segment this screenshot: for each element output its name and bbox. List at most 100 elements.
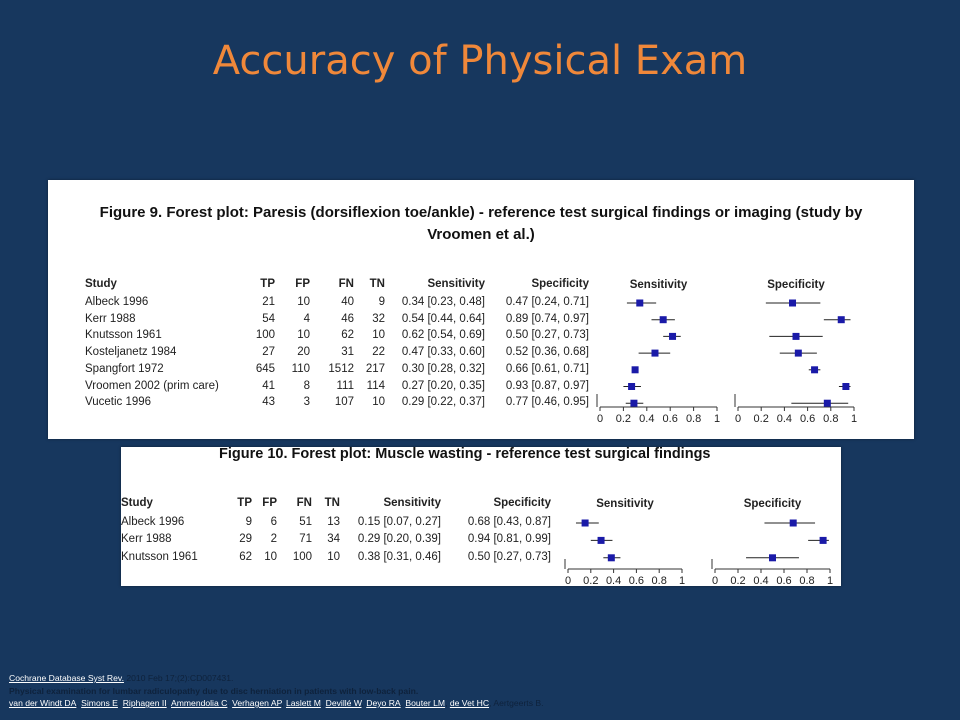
point-estimate-marker — [607, 554, 615, 562]
table-cell-tn: 10 — [372, 329, 385, 342]
point-estimate-marker — [794, 349, 802, 357]
table-cell-tp: 54 — [262, 312, 275, 325]
point-estimate-marker — [789, 519, 797, 527]
x-axis-tick-label: 0.4 — [777, 413, 792, 425]
table-cell-tn: 217 — [365, 362, 385, 375]
table-cell-fp: 3 — [303, 396, 310, 409]
author-link[interactable]: Ammendolia C — [170, 698, 228, 708]
x-axis-tick-label: 0.4 — [606, 575, 621, 586]
table-cell-sens: 0.15 [0.07, 0.27] — [357, 516, 441, 528]
table-cell-study: Knutsson 1961 — [121, 550, 198, 563]
table-cell-sens: 0.27 [0.20, 0.35] — [401, 379, 485, 392]
table-cell-fn: 107 — [334, 396, 354, 409]
table-cell-tp: 100 — [255, 329, 275, 342]
citation-details: 2010 Feb 17;(2):CD007431. — [126, 673, 234, 683]
table-cell-tp: 43 — [262, 396, 275, 409]
table-cell-sens: 0.29 [0.20, 0.39] — [357, 533, 441, 546]
x-axis-tick-label: 0.4 — [639, 413, 654, 425]
author-link[interactable]: de Vet HC — [449, 698, 490, 708]
table-cell-fp: 20 — [297, 346, 310, 359]
x-axis-tick-label: 0.6 — [629, 575, 644, 586]
table-cell-fp: 6 — [270, 516, 277, 528]
table-cell-spec: 0.50 [0.27, 0.73] — [467, 550, 551, 563]
table-cell-fp: 10 — [297, 296, 310, 308]
x-axis-tick-label: 1 — [827, 575, 833, 586]
table-header-fn: FN — [296, 497, 312, 509]
table-cell-spec: 0.66 [0.61, 0.71] — [505, 362, 589, 375]
table-header-spec: Specificity — [531, 278, 589, 290]
author-link[interactable]: Bouter LM — [405, 698, 446, 708]
point-estimate-marker — [631, 366, 639, 374]
x-axis-tick-label: 0.2 — [754, 413, 769, 425]
table-header-tn: TN — [324, 497, 340, 509]
table-cell-sens: 0.47 [0.33, 0.60] — [401, 346, 485, 359]
point-estimate-marker — [842, 383, 850, 390]
table-cell-study: Knutsson 1961 — [85, 329, 162, 342]
x-axis-tick-label: 0 — [597, 413, 603, 425]
journal-link[interactable]: Cochrane Database Syst Rev. — [9, 673, 124, 683]
table-cell-spec: 0.89 [0.74, 0.97] — [505, 312, 589, 325]
table-cell-fp: 8 — [303, 379, 310, 392]
table-cell-spec: 0.52 [0.36, 0.68] — [505, 346, 589, 359]
table-cell-study: Kosteljanetz 1984 — [85, 346, 177, 359]
table-cell-tp: 29 — [239, 533, 252, 546]
table-cell-sens: 0.34 [0.23, 0.48] — [401, 296, 485, 308]
x-axis-tick-label: 0.2 — [583, 575, 598, 586]
point-estimate-marker — [581, 519, 589, 527]
table-cell-tn: 114 — [366, 379, 385, 392]
table-header-tp: TP — [237, 497, 252, 509]
point-estimate-marker — [669, 332, 677, 340]
table-cell-fp: 4 — [303, 312, 310, 325]
point-estimate-marker — [628, 383, 636, 390]
x-axis-tick-label: 0.6 — [663, 413, 678, 425]
figure-9-caption-line-1: Figure 9. Forest plot: Paresis (dorsifle… — [99, 204, 863, 221]
figure-9-forest-plot: Figure 9. Forest plot: Paresis (dorsifle… — [48, 180, 914, 439]
author-link[interactable]: Deyo RA — [366, 698, 401, 708]
point-estimate-marker — [792, 332, 800, 340]
table-cell-fn: 46 — [341, 312, 354, 325]
table-cell-tp: 9 — [245, 516, 252, 528]
figure-9-table: Study TP FP FN TN Sensitivity Specificity Albec… — [48, 180, 914, 408]
table-cell-tn: 34 — [327, 533, 340, 546]
table-cell-sens: 0.38 [0.31, 0.46] — [357, 550, 441, 563]
point-estimate-marker — [659, 316, 667, 324]
author-link[interactable]: Devillé W — [325, 698, 362, 708]
table-cell-fp: 10 — [264, 550, 277, 563]
x-axis-tick-label: 0 — [712, 575, 718, 586]
table-cell-study: Albeck 1996 — [121, 516, 185, 528]
table-cell-fn: 1512 — [328, 362, 354, 375]
table-header-fp: FP — [295, 278, 310, 290]
table-cell-study: Albeck 1996 — [85, 296, 149, 308]
figure-10-table: Study TP FP FN TN Sensitivity Specificity Albec… — [121, 447, 841, 563]
table-cell-fn: 51 — [299, 516, 312, 528]
x-axis-tick-label: 0 — [735, 413, 741, 425]
table-cell-tn: 10 — [372, 396, 385, 409]
x-axis-tick-label: 0 — [565, 575, 571, 586]
table-cell-study: Vroomen 2002 (prim care) — [85, 379, 219, 392]
table-cell-sens: 0.29 [0.22, 0.37] — [401, 396, 485, 409]
author-link[interactable]: van der Windt DA — [9, 698, 77, 708]
article-title: Physical examination for lumbar radiculo… — [9, 685, 419, 696]
point-estimate-marker — [636, 299, 644, 307]
point-estimate-marker — [651, 349, 659, 357]
figure-9-plots: Sensitivity 0 0.2 0.4 0.6 0.8 1 Specificity 0 0.2… — [596, 279, 857, 425]
point-estimate-marker — [789, 299, 797, 307]
figure-9-caption: Figure 9. Forest plot: Paresis (dorsifle… — [48, 202, 914, 246]
panel-title-sens: Sensitivity — [630, 279, 688, 291]
author-link[interactable]: Riphagen II — [122, 698, 167, 708]
table-cell-tp: 21 — [262, 296, 275, 308]
author-link[interactable]: Simons E — [81, 698, 118, 708]
table-cell-tn: 22 — [372, 346, 385, 359]
author-link[interactable]: Laslett M — [285, 698, 321, 708]
x-axis-tick-label: 0.8 — [799, 575, 814, 586]
table-cell-fp: 10 — [297, 329, 310, 342]
table-cell-tn: 9 — [378, 296, 385, 308]
panel-title-sens: Sensitivity — [596, 498, 654, 510]
table-cell-study: Spangfort 1972 — [85, 362, 164, 375]
table-cell-sens: 0.62 [0.54, 0.69] — [401, 329, 485, 342]
author-link[interactable]: Verhagen AP — [232, 698, 282, 708]
table-cell-tn: 13 — [327, 516, 340, 528]
table-cell-study: Kerr 1988 — [121, 533, 172, 546]
table-cell-fn: 40 — [341, 296, 354, 308]
table-cell-fn: 31 — [341, 346, 354, 359]
